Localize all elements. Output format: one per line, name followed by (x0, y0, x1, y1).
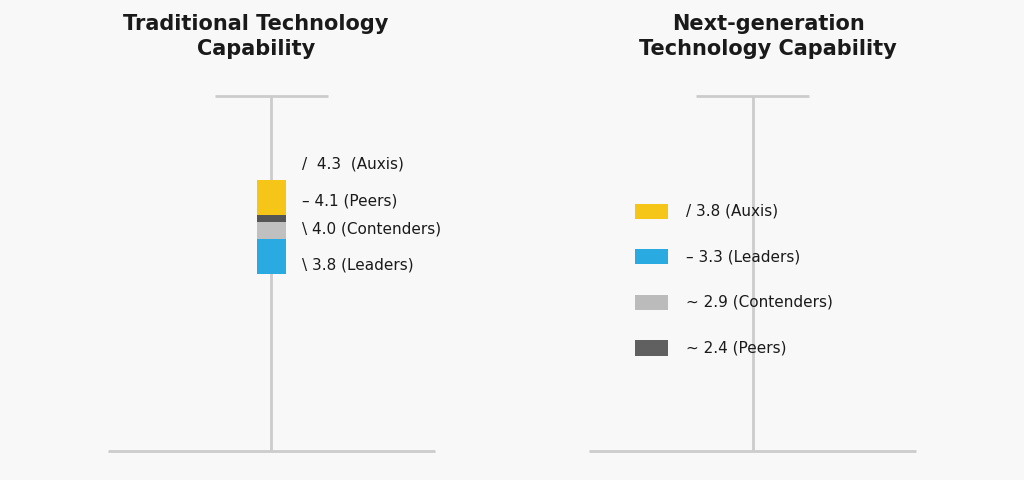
Bar (635, 249, 668, 264)
Text: Traditional Technology
Capability: Traditional Technology Capability (123, 14, 389, 59)
Bar (257, 215, 286, 227)
Text: \ 3.8 (Leaders): \ 3.8 (Leaders) (302, 257, 414, 273)
Text: Next-generation
Technology Capability: Next-generation Technology Capability (639, 14, 897, 59)
Text: \ 4.0 (Contenders): \ 4.0 (Contenders) (302, 222, 441, 237)
Text: /  4.3  (Auxis): / 4.3 (Auxis) (302, 156, 403, 172)
Text: ~ 2.9 (Contenders): ~ 2.9 (Contenders) (686, 295, 833, 310)
Text: – 4.1 (Peers): – 4.1 (Peers) (302, 193, 397, 208)
Text: – 3.3 (Leaders): – 3.3 (Leaders) (686, 249, 801, 264)
Bar (257, 222, 286, 239)
Text: / 3.8 (Auxis): / 3.8 (Auxis) (686, 204, 778, 219)
Text: ~ 2.4 (Peers): ~ 2.4 (Peers) (686, 340, 786, 356)
Bar (635, 295, 668, 310)
Bar (257, 239, 286, 274)
Bar (635, 204, 668, 219)
Bar (635, 340, 668, 356)
Bar (257, 180, 286, 215)
